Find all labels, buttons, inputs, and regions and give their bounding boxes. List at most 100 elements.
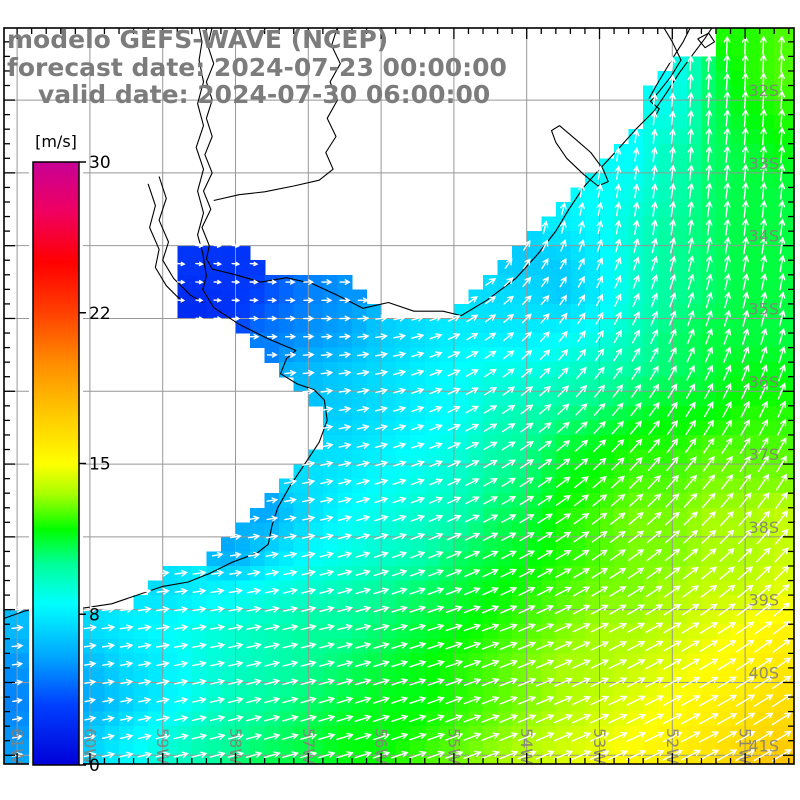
wave-cell [716, 405, 732, 421]
wave-arrow [502, 350, 515, 360]
wave-cell [424, 711, 440, 727]
wave-arrow [651, 255, 658, 272]
wave-arrow [466, 296, 479, 305]
wave-cell [730, 435, 746, 451]
wave-cell [395, 667, 411, 684]
wave-cell [206, 682, 222, 698]
wave-arrow [300, 696, 317, 704]
wave-cell [162, 609, 178, 625]
wave-cell [366, 333, 382, 349]
wave-arrow [608, 713, 628, 724]
wave-arrow [321, 297, 333, 304]
wave-arrow [409, 641, 427, 650]
wave-arrow [210, 660, 226, 668]
wave-arrow [375, 333, 388, 340]
wave-arrow [392, 533, 407, 540]
wave-cell [599, 318, 615, 334]
wave-cell [162, 697, 178, 713]
coastlines [4, 28, 716, 619]
wave-cell [628, 376, 644, 392]
wave-cell [759, 464, 775, 480]
wave-arrow [596, 257, 604, 270]
wave-cell [716, 493, 732, 509]
wave-cell [322, 740, 339, 756]
wave-cell [483, 609, 499, 625]
wave-cell [293, 522, 309, 538]
wave-cell [584, 435, 601, 451]
wave-cell [745, 28, 761, 43]
wave-cell [759, 41, 775, 57]
wave-arrow [737, 547, 753, 563]
wave-arrow [684, 456, 697, 472]
wave-arrow [648, 438, 661, 453]
wave-arrow [611, 420, 624, 435]
wave-arrow [778, 200, 786, 218]
wave-cell [614, 726, 630, 742]
wave-cell [352, 318, 368, 334]
wave-arrow [705, 236, 713, 254]
wave-arrow [301, 569, 317, 577]
wave-arrow [626, 659, 646, 670]
wave-cell [657, 405, 673, 421]
wave-arrow [593, 421, 606, 434]
coastline-uruguay-river-and-atlantic-coast [201, 28, 713, 317]
wave-cell [381, 609, 397, 625]
wave-cell [686, 100, 703, 116]
wave-cell [759, 551, 775, 567]
wave-cell [541, 245, 557, 261]
wave-cell [352, 697, 368, 713]
wave-cell [701, 624, 717, 640]
wave-arrow [702, 492, 716, 508]
wave-cell [250, 260, 266, 276]
wave-arrow [685, 401, 696, 417]
wave-cell [483, 726, 499, 742]
wave-arrow [504, 258, 513, 269]
wave-cell [599, 435, 615, 451]
wave-cell [628, 595, 644, 611]
wave-arrow [573, 531, 590, 543]
wave-arrow [538, 403, 552, 415]
wave-cell [730, 100, 746, 116]
wave-arrow [302, 497, 316, 504]
wave-arrow [410, 514, 426, 522]
wave-arrow [571, 732, 592, 742]
wave-arrow [245, 733, 263, 740]
wave-arrow [520, 404, 534, 415]
wave-cell [628, 609, 644, 625]
wave-cell [483, 333, 499, 349]
wave-cell [672, 85, 688, 101]
wave-cell [788, 303, 794, 320]
wave-arrow [646, 548, 663, 562]
wave-cell [424, 318, 440, 334]
wave-cell [468, 391, 484, 407]
wave-arrow [632, 183, 640, 199]
wave-cell [686, 420, 703, 436]
wave-arrow [668, 346, 677, 363]
wave-arrow [283, 478, 298, 486]
wave-arrow [339, 297, 351, 304]
wave-arrow [284, 333, 297, 340]
wave-cell [628, 580, 644, 596]
wave-arrow [83, 733, 97, 741]
wave-arrow [230, 533, 242, 540]
wave-arrow [336, 751, 354, 759]
wave-cell [745, 260, 761, 276]
wave-cell [483, 464, 499, 480]
wave-cell [424, 464, 440, 480]
wave-arrow [119, 733, 134, 741]
wave-cell [686, 551, 703, 567]
wave-arrow [428, 496, 444, 504]
wave-cell [788, 143, 794, 159]
wave-cell [308, 347, 324, 363]
wave-cell [614, 303, 630, 320]
wave-arrow [650, 328, 659, 344]
wave-cell [788, 507, 794, 523]
wave-arrow [753, 730, 774, 744]
wave-arrow [644, 731, 665, 743]
wave-arrow [192, 678, 207, 686]
wave-cell [541, 755, 557, 764]
wave-cell [235, 682, 251, 698]
wave-arrow [301, 551, 316, 558]
wave-arrow [481, 641, 500, 650]
wave-cell [701, 667, 717, 684]
